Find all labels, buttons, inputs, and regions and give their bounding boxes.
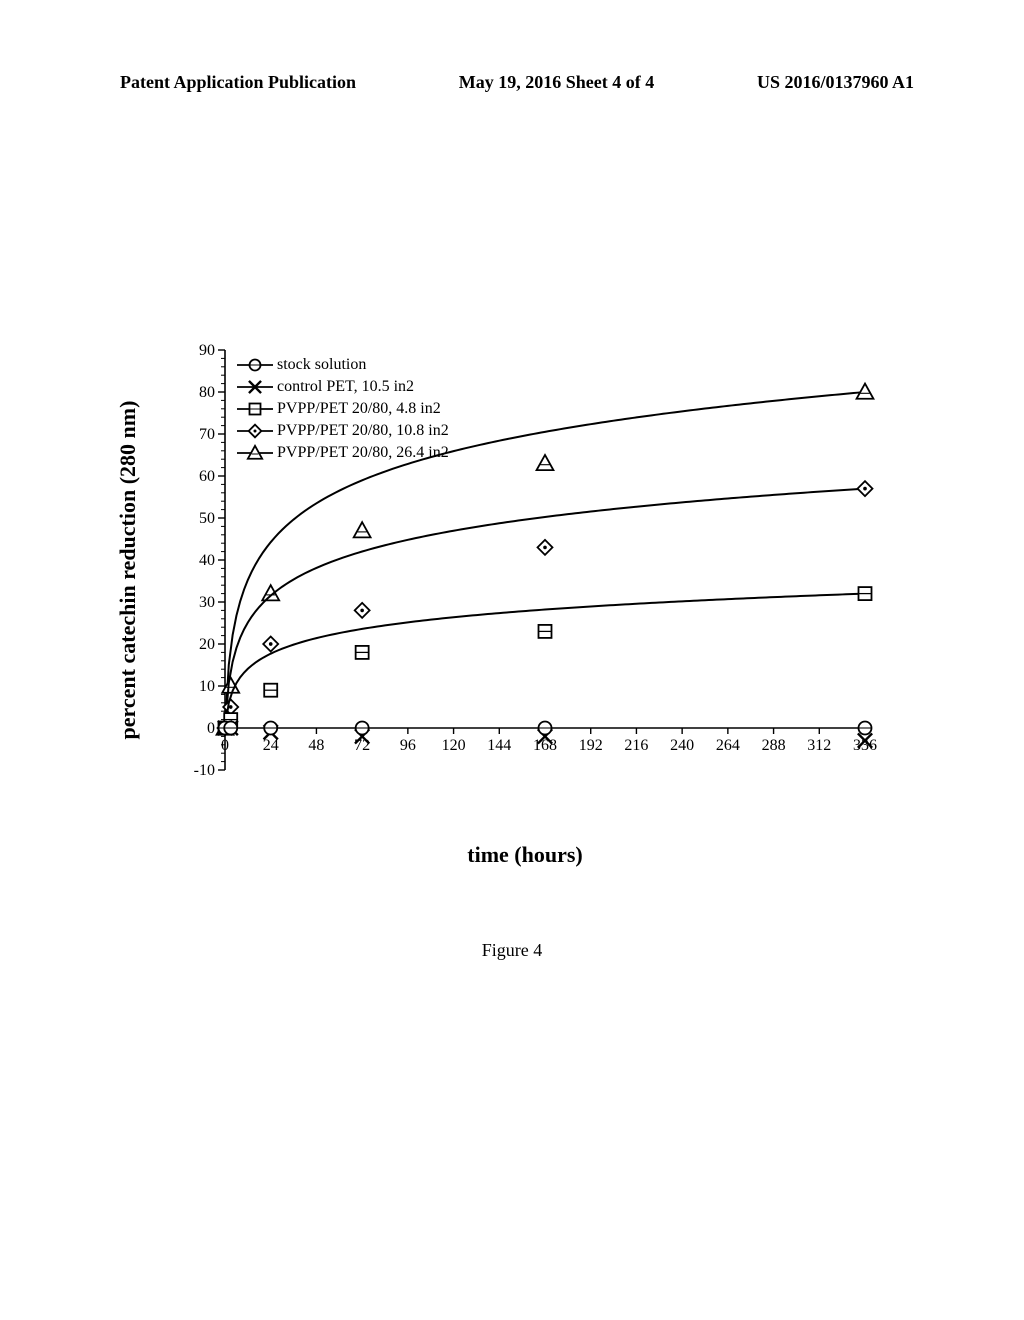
svg-text:96: 96 [400,737,416,754]
header-left: Patent Application Publication [120,72,356,93]
legend-item: control PET, 10.5 in2 [235,376,449,398]
svg-text:168: 168 [533,737,557,754]
page-header: Patent Application Publication May 19, 2… [0,72,1024,93]
legend-label: PVPP/PET 20/80, 4.8 in2 [277,400,441,418]
legend-marker-icon [235,398,275,420]
svg-text:50: 50 [199,510,215,527]
svg-text:40: 40 [199,552,215,569]
svg-text:240: 240 [670,737,694,754]
x-axis-label: time (hours) [165,842,885,868]
y-axis-label: percent catechin reduction (280 nm) [115,340,155,800]
header-mid: May 19, 2016 Sheet 4 of 4 [459,72,654,93]
legend-label: PVPP/PET 20/80, 10.8 in2 [277,422,449,440]
legend-marker-icon [235,420,275,442]
svg-text:80: 80 [199,384,215,401]
svg-text:-10: -10 [194,762,215,779]
svg-text:90: 90 [199,342,215,359]
legend-item: PVPP/PET 20/80, 26.4 in2 [235,442,449,464]
legend-label: PVPP/PET 20/80, 26.4 in2 [277,444,449,462]
svg-text:72: 72 [354,737,370,754]
page: Patent Application Publication May 19, 2… [0,0,1024,1320]
figure-caption: Figure 4 [0,940,1024,961]
svg-text:70: 70 [199,426,215,443]
svg-text:144: 144 [487,737,511,754]
svg-text:60: 60 [199,468,215,485]
legend-marker-icon [235,442,275,464]
legend-item: PVPP/PET 20/80, 10.8 in2 [235,420,449,442]
svg-text:216: 216 [624,737,648,754]
svg-text:10: 10 [199,678,215,695]
svg-text:120: 120 [442,737,466,754]
svg-text:312: 312 [807,737,831,754]
legend-marker-icon [235,354,275,376]
svg-text:20: 20 [199,636,215,653]
svg-text:192: 192 [579,737,603,754]
svg-text:24: 24 [263,737,279,754]
legend-marker-icon [235,376,275,398]
chart: -100102030405060708090024487296120144168… [165,340,885,800]
svg-text:0: 0 [207,720,215,737]
svg-text:48: 48 [308,737,324,754]
legend-item: PVPP/PET 20/80, 4.8 in2 [235,398,449,420]
legend: stock solution control PET, 10.5 in2 PVPP/… [235,354,449,464]
svg-text:30: 30 [199,594,215,611]
legend-label: stock solution [277,356,366,374]
svg-text:288: 288 [762,737,786,754]
legend-item: stock solution [235,354,449,376]
legend-label: control PET, 10.5 in2 [277,378,414,396]
header-right: US 2016/0137960 A1 [757,72,914,93]
svg-text:264: 264 [716,737,740,754]
